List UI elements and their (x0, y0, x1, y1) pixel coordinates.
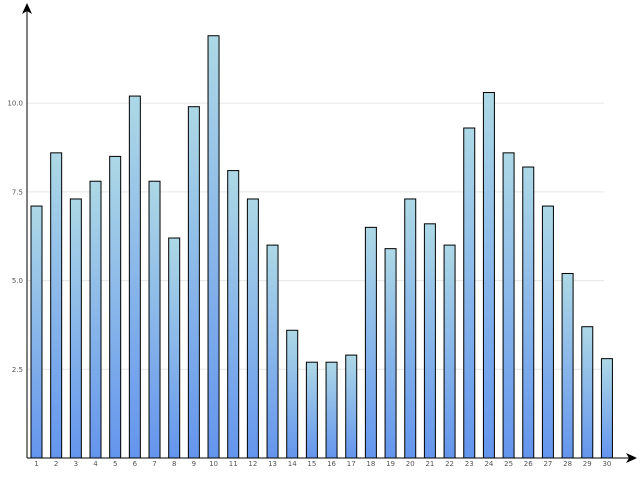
x-tick-label: 6 (133, 460, 138, 468)
x-tick-label: 19 (386, 460, 395, 468)
y-tick-label: 5.0 (12, 277, 23, 285)
x-tick-label: 8 (172, 460, 176, 468)
bars (30, 35, 613, 459)
bar-10 (207, 35, 220, 459)
bar-6 (128, 95, 141, 459)
x-tick-label: 26 (524, 460, 533, 468)
x-tick-label: 20 (406, 460, 415, 468)
bar-5 (109, 155, 122, 459)
x-tick-label: 18 (366, 460, 375, 468)
bar-25 (502, 152, 515, 459)
bar-3 (69, 198, 82, 459)
x-tick-label: 15 (307, 460, 316, 468)
bar-4 (89, 180, 102, 459)
x-tick-label: 25 (504, 460, 513, 468)
x-tick-label: 22 (445, 460, 454, 468)
bar-24 (482, 92, 495, 459)
bar-13 (266, 244, 279, 459)
bar-20 (404, 198, 417, 459)
bar-2 (50, 152, 63, 459)
bar-26 (522, 166, 535, 459)
x-tick-label: 24 (484, 460, 493, 468)
bar-23 (463, 127, 476, 459)
x-tick-label: 12 (248, 460, 257, 468)
axes (22, 3, 637, 463)
y-tick-labels: 2.5 5.0 7.5 10.0 (7, 100, 23, 374)
x-tick-label: 30 (602, 460, 611, 468)
bar-30 (600, 358, 613, 459)
x-tick-label: 4 (93, 460, 98, 468)
bar-11 (227, 170, 240, 459)
x-tick-label: 13 (268, 460, 277, 468)
x-tick-label: 1 (34, 460, 38, 468)
x-axis-arrow (626, 453, 637, 463)
x-tick-label: 10 (209, 460, 218, 468)
x-tick-label: 9 (192, 460, 196, 468)
bar-1 (30, 205, 43, 459)
x-tick-labels: 1 2 3 4 5 6 7 8 9 10 11 12 13 14 15 16 17 18 19 20 21 22 23 24 2… (34, 460, 611, 468)
bar-22 (443, 244, 456, 459)
y-tick-label: 10.0 (7, 100, 23, 108)
bar-15 (305, 361, 318, 459)
x-tick-label: 5 (113, 460, 117, 468)
y-tick-label: 2.5 (12, 366, 23, 374)
y-tick-label: 7.5 (12, 188, 23, 196)
bar-16 (325, 361, 338, 459)
y-axis-arrow (22, 3, 32, 14)
bar-17 (345, 354, 358, 459)
bar-7 (148, 180, 161, 459)
x-tick-label: 27 (543, 460, 552, 468)
x-tick-label: 23 (465, 460, 474, 468)
bar-21 (423, 223, 436, 459)
x-tick-label: 3 (74, 460, 78, 468)
bar-18 (364, 226, 377, 459)
bar-9 (187, 106, 200, 459)
x-tick-label: 16 (327, 460, 336, 468)
bar-27 (541, 205, 554, 459)
x-tick-label: 28 (563, 460, 572, 468)
bar-12 (246, 198, 259, 459)
bar-29 (581, 326, 594, 459)
x-tick-label: 17 (347, 460, 356, 468)
x-tick-label: 29 (583, 460, 592, 468)
x-tick-label: 21 (425, 460, 434, 468)
x-tick-label: 2 (54, 460, 58, 468)
x-tick-label: 14 (288, 460, 297, 468)
bar-8 (168, 237, 181, 459)
bar-14 (286, 329, 299, 459)
x-tick-label: 11 (229, 460, 238, 468)
bar-19 (384, 248, 397, 459)
x-tick-label: 7 (152, 460, 156, 468)
bar-28 (561, 272, 574, 459)
